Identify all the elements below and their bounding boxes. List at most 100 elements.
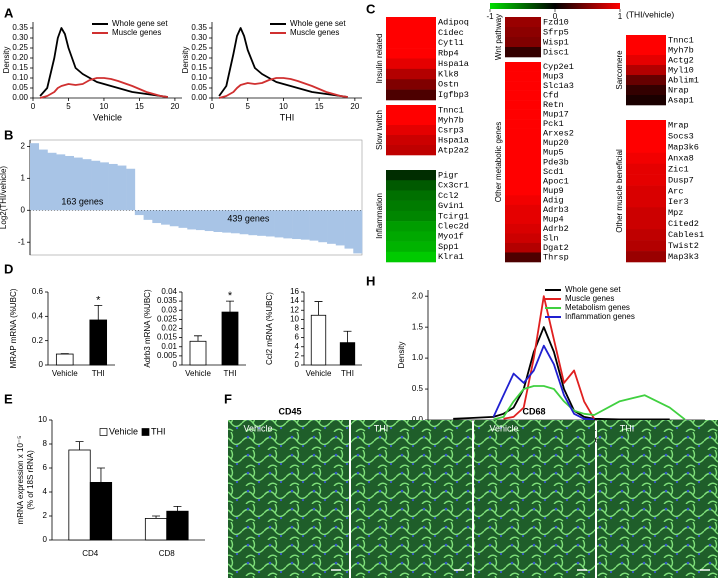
- heatmap-cell: [626, 141, 666, 154]
- bar: [161, 210, 171, 225]
- micrograph-marker: CD45: [278, 406, 301, 416]
- error-bar: [96, 467, 105, 483]
- density-line: [218, 27, 348, 98]
- gene-label: Actg2: [668, 55, 694, 65]
- y-tick-label: 0.2: [32, 336, 44, 345]
- gene-label: Myo1f: [438, 232, 464, 242]
- x-axis-label: THI: [280, 112, 295, 122]
- y-tick-label: 0.35: [12, 23, 28, 32]
- group-label: Inflammation: [375, 193, 384, 239]
- y-tick-label: 12: [290, 305, 299, 314]
- heatmap-cell: [386, 231, 436, 242]
- bar: [327, 210, 337, 244]
- gene-label: Gvin1: [438, 201, 464, 211]
- legend-label: Muscle genes: [565, 294, 614, 303]
- gene-label: Slc1a3: [543, 81, 574, 91]
- group-label: Insulin related: [375, 34, 384, 84]
- gene-label: Mpz: [668, 208, 683, 218]
- heatmap-cell: [386, 210, 436, 222]
- group-label: Sarcomere: [615, 50, 624, 90]
- bar: [189, 340, 207, 366]
- error-bar: [194, 335, 202, 342]
- heatmap-cell: [386, 115, 436, 126]
- significance: *: [96, 294, 101, 306]
- x-tick-label: 0: [31, 102, 36, 111]
- heatmap-cell: [386, 27, 436, 39]
- heatmap-cell: [505, 195, 541, 206]
- gene-label: Pde3b: [543, 157, 569, 167]
- heatmap-cell: [505, 223, 541, 234]
- heatmap-cell: [386, 200, 436, 212]
- panel-label: C: [366, 1, 376, 16]
- group-label: Other metabolic genes: [494, 122, 503, 203]
- bar: [166, 510, 189, 541]
- bar: [221, 311, 239, 366]
- heatmap-cell: [386, 68, 436, 80]
- y-tick-label: 0.30: [191, 33, 207, 42]
- y-tick-label: 10: [290, 314, 299, 323]
- y-axis-label: (% of 18S rRNA): [26, 450, 35, 510]
- gene-label: Ier3: [668, 197, 689, 207]
- y-tick-label: 14: [290, 296, 299, 305]
- gene-label: Mup4: [543, 214, 564, 224]
- y-tick-label: 1.0: [412, 353, 424, 362]
- heatmap-cell: [386, 17, 436, 28]
- panel-label: B: [4, 127, 13, 142]
- gene-label: Igfbp3: [438, 90, 469, 100]
- bar: [143, 210, 153, 220]
- y-axis-label: mRNA expression x 10⁻⁵: [16, 436, 25, 525]
- gene-label: Socs3: [668, 132, 694, 142]
- heatmap-cell: [626, 55, 666, 66]
- bar: [169, 210, 179, 227]
- heatmap-cell: [386, 145, 436, 156]
- density-line: [39, 77, 168, 99]
- heatmap-cell: [505, 157, 541, 168]
- y-axis-label: Adrb3 mRNA (%UBC): [143, 289, 152, 368]
- gene-label: Hspa1a: [438, 135, 469, 145]
- x-tick-label: 10: [99, 102, 108, 111]
- gene-label: Adipoq: [438, 17, 469, 27]
- error-bar: [173, 506, 182, 512]
- heatmap-cell: [386, 58, 436, 70]
- micrograph-marker: CD68: [522, 406, 545, 416]
- y-tick-label: 0.00: [191, 93, 207, 102]
- gene-label: Atp2a2: [438, 145, 469, 155]
- gene-label: Cx3cr1: [438, 181, 469, 191]
- bar: [292, 210, 302, 240]
- legend-label: Muscle genes: [290, 28, 339, 37]
- bar: [64, 155, 74, 211]
- y-tick-label: 0.0: [412, 415, 424, 424]
- bar: [89, 481, 113, 541]
- gene-label: Arc: [668, 186, 683, 196]
- error-bar: [152, 515, 161, 519]
- legend-label: Muscle genes: [112, 28, 161, 37]
- y-tick-label: 0.025: [157, 314, 178, 323]
- x-tick-label: 5: [66, 102, 71, 111]
- x-tick-label: Vehicle: [306, 369, 332, 378]
- heatmap-cell: [626, 174, 666, 186]
- heatmap-cell: [626, 196, 666, 208]
- gene-label: Map3k3: [668, 252, 699, 262]
- micrograph: [228, 420, 349, 578]
- colorbar-tick-label: 1: [618, 12, 623, 21]
- gene-label: Hspa1a: [438, 59, 469, 69]
- heatmap-cell: [626, 65, 666, 76]
- heatmap-cell: [386, 221, 436, 232]
- colorbar-label: (THI/vehicle): [626, 9, 674, 19]
- heatmap-cell: [386, 79, 436, 90]
- heatmap-cell: [626, 45, 666, 56]
- gene-label: Nrap: [668, 85, 689, 95]
- heatmap-cell: [505, 214, 541, 225]
- gene-label: Rbp4: [438, 49, 459, 59]
- x-tick-label: 20: [350, 102, 359, 111]
- gene-label: Cyp2e1: [543, 62, 574, 72]
- legend-swatch: [99, 428, 108, 436]
- bar: [82, 159, 92, 211]
- gene-label: Myh7b: [668, 45, 694, 55]
- y-tick-label: -1: [18, 237, 26, 246]
- x-tick-label: CD4: [82, 549, 99, 558]
- y-tick-label: 0.15: [191, 63, 207, 72]
- heatmap-cell: [386, 89, 436, 101]
- gene-label: Cables1: [668, 230, 704, 240]
